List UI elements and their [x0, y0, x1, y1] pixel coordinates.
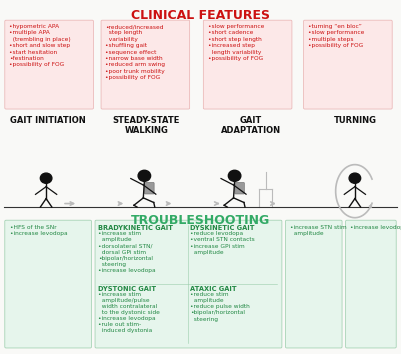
Text: •reduced/increased
  step length
  variability
•shuffling gait
•sequence effect
: •reduced/increased step length variabili…: [105, 24, 166, 80]
Text: DYSKINETIC GAIT: DYSKINETIC GAIT: [190, 225, 255, 231]
Text: •increase STN stim
  amplitude: •increase STN stim amplitude: [290, 225, 347, 236]
FancyBboxPatch shape: [95, 220, 282, 348]
Text: TROUBLESHOOTING: TROUBLESHOOTING: [131, 214, 270, 227]
FancyBboxPatch shape: [203, 20, 292, 109]
FancyBboxPatch shape: [145, 182, 154, 194]
Text: •HFS of the SNr
•increase levodopa: •HFS of the SNr •increase levodopa: [10, 225, 68, 236]
Text: GAIT
ADAPTATION: GAIT ADAPTATION: [221, 116, 281, 135]
Text: ATAXIC GAIT: ATAXIC GAIT: [190, 286, 237, 292]
Text: GAIT INITIATION: GAIT INITIATION: [10, 116, 86, 125]
Circle shape: [138, 170, 151, 181]
Text: •slow performance
•short cadence
•short step length
•increased step
  length var: •slow performance •short cadence •short …: [208, 24, 264, 61]
Text: BRADYKINETIC GAIT: BRADYKINETIC GAIT: [98, 225, 173, 231]
FancyBboxPatch shape: [235, 182, 244, 194]
Circle shape: [228, 170, 241, 181]
FancyBboxPatch shape: [5, 20, 93, 109]
Text: •increase stim
  amplitude
•dorsolateral STN/
  dorsal GPi stim
•bipolar/horizon: •increase stim amplitude •dorsolateral S…: [98, 231, 156, 273]
Text: •reduce levodopa
•ventral STN contacts
•increase GPi stim
  amplitude: •reduce levodopa •ventral STN contacts •…: [190, 231, 255, 255]
Text: STEADY-STATE
WALKING: STEADY-STATE WALKING: [113, 116, 180, 135]
Text: DYSTONIC GAIT: DYSTONIC GAIT: [98, 286, 156, 292]
Text: •increase levodopa: •increase levodopa: [350, 225, 401, 230]
Text: •hypometric APA
•multiple APA
  (trembling in place)
•short and slow step
•start: •hypometric APA •multiple APA (trembling…: [9, 24, 71, 68]
Text: •reduce stim
  amplitude
•reduce pulse width
•bipolar/horizontal
  steering: •reduce stim amplitude •reduce pulse wid…: [190, 292, 250, 322]
FancyBboxPatch shape: [346, 220, 396, 348]
FancyBboxPatch shape: [286, 220, 342, 348]
Circle shape: [41, 173, 52, 183]
FancyBboxPatch shape: [101, 20, 190, 109]
FancyBboxPatch shape: [5, 220, 91, 348]
Text: CLINICAL FEATURES: CLINICAL FEATURES: [131, 9, 270, 22]
Circle shape: [349, 173, 360, 183]
Text: •turning “en bloc”
•slow performance
•multiple steps
•possibility of FOG: •turning “en bloc” •slow performance •mu…: [308, 24, 365, 48]
Text: TURNING: TURNING: [333, 116, 377, 125]
Text: •increase stim
  amplitude/pulse
  width contralateral
  to the dystonic side
•i: •increase stim amplitude/pulse width con…: [98, 292, 160, 333]
FancyBboxPatch shape: [304, 20, 392, 109]
